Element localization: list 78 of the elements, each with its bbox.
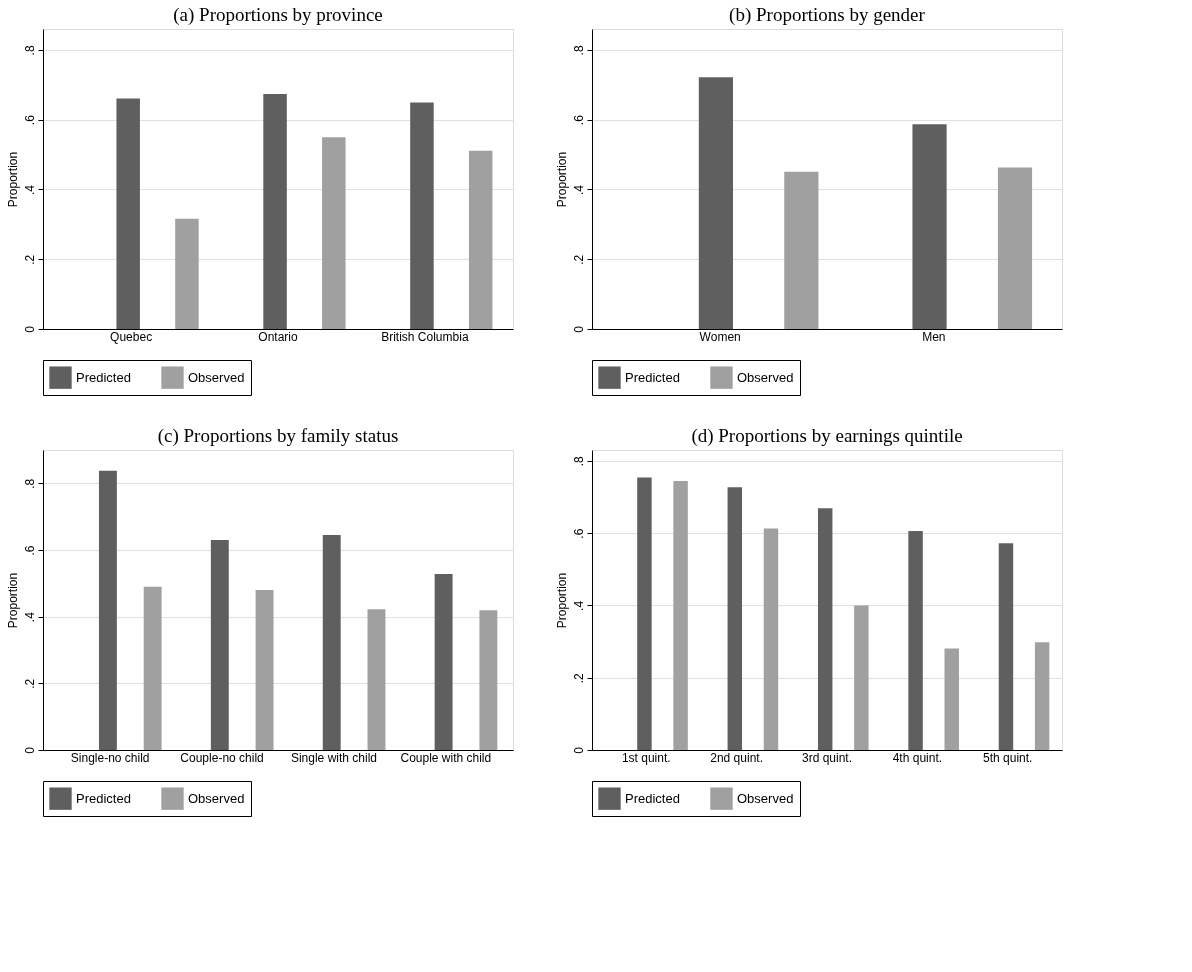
y-tick-label: .6 bbox=[22, 545, 37, 556]
bar bbox=[998, 543, 1014, 750]
bar bbox=[322, 535, 341, 750]
y-tick-label: 0 bbox=[571, 325, 586, 333]
legend-label: Observed bbox=[188, 790, 245, 806]
legend-label: Observed bbox=[737, 369, 794, 385]
y-tick-label: 0 bbox=[22, 746, 37, 754]
y-tick-label: .2 bbox=[22, 254, 37, 265]
bar bbox=[468, 150, 493, 329]
bar bbox=[367, 609, 386, 750]
legend-label: Predicted bbox=[625, 790, 680, 806]
chart-title: (c) Proportions by family status bbox=[157, 425, 399, 447]
x-tick-label: Single with child bbox=[290, 750, 377, 765]
y-axis-title: Proportion bbox=[5, 572, 20, 629]
y-tick-label: 0 bbox=[22, 325, 37, 333]
bar bbox=[784, 171, 819, 329]
x-tick-label: Women bbox=[699, 329, 741, 344]
bar bbox=[763, 528, 779, 750]
x-tick-label: Quebec bbox=[110, 329, 153, 344]
bar bbox=[410, 102, 434, 329]
x-tick-label: 4th quint. bbox=[892, 750, 943, 765]
y-tick-label: .4 bbox=[22, 611, 37, 623]
bar bbox=[817, 508, 833, 750]
x-tick-label: Single-no child bbox=[70, 750, 150, 765]
bar bbox=[854, 605, 869, 750]
bar bbox=[944, 648, 959, 750]
bar bbox=[727, 487, 743, 750]
x-tick-label: 3rd quint. bbox=[801, 750, 853, 765]
y-axis-title: Proportion bbox=[554, 151, 569, 208]
chart-title: (b) Proportions by gender bbox=[729, 4, 926, 26]
legend-label: Observed bbox=[188, 369, 245, 385]
chart-title: (d) Proportions by earnings quintile bbox=[691, 425, 963, 447]
legend-label: Predicted bbox=[76, 790, 131, 806]
bar bbox=[255, 590, 274, 750]
bar bbox=[1034, 642, 1050, 750]
y-tick-label: .8 bbox=[22, 45, 37, 56]
y-tick-label: .4 bbox=[571, 184, 586, 195]
x-tick-label: Couple with child bbox=[400, 750, 492, 765]
x-tick-label: 2nd quint. bbox=[710, 750, 763, 765]
y-tick-label: 0 bbox=[571, 746, 586, 754]
y-tick-label: .2 bbox=[571, 672, 586, 684]
y-tick-label: .8 bbox=[571, 45, 586, 56]
bar bbox=[98, 470, 117, 750]
y-tick-label: .8 bbox=[571, 456, 586, 467]
bar bbox=[322, 137, 346, 329]
bar bbox=[637, 477, 652, 750]
y-tick-label: .2 bbox=[571, 254, 586, 265]
legend-label: Predicted bbox=[76, 369, 131, 385]
y-tick-label: .6 bbox=[22, 114, 37, 126]
x-tick-label: Men bbox=[922, 329, 946, 344]
bar bbox=[912, 124, 947, 329]
bar bbox=[479, 610, 498, 750]
x-tick-label: British Columbia bbox=[381, 329, 469, 344]
bar bbox=[434, 574, 453, 750]
chart-title: (a) Proportions by province bbox=[173, 4, 383, 26]
y-tick-label: .4 bbox=[22, 184, 37, 195]
x-tick-label: Ontario bbox=[258, 329, 298, 344]
x-tick-label: Couple-no child bbox=[180, 750, 264, 765]
bar bbox=[673, 481, 688, 750]
bar bbox=[116, 98, 140, 329]
legend-label: Observed bbox=[737, 790, 794, 806]
bar bbox=[997, 167, 1033, 329]
y-axis-title: Proportion bbox=[554, 572, 569, 629]
bar bbox=[175, 218, 199, 329]
bar bbox=[143, 586, 162, 750]
y-tick-label: .8 bbox=[22, 478, 37, 489]
y-axis-title: Proportion bbox=[5, 151, 20, 208]
y-tick-label: .6 bbox=[571, 114, 586, 126]
x-tick-label: 5th quint. bbox=[983, 750, 1033, 765]
y-tick-label: .6 bbox=[571, 528, 586, 539]
y-tick-label: .4 bbox=[571, 600, 586, 611]
bar bbox=[698, 77, 733, 329]
y-tick-label: .2 bbox=[22, 678, 37, 689]
bar bbox=[908, 530, 923, 750]
bar bbox=[210, 540, 229, 750]
legend-label: Predicted bbox=[625, 369, 680, 385]
x-tick-label: 1st quint. bbox=[621, 750, 671, 765]
bar bbox=[263, 93, 287, 329]
